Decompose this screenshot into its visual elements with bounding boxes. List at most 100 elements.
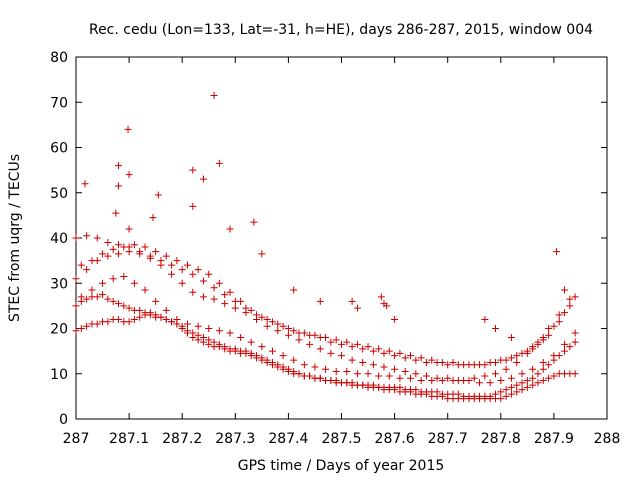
- data-point: [221, 291, 229, 299]
- data-point: [114, 250, 122, 258]
- x-tick-label: 287.7: [428, 431, 468, 447]
- data-point: [377, 293, 385, 301]
- data-point: [391, 365, 399, 373]
- data-point: [141, 243, 149, 251]
- data-point: [385, 372, 393, 380]
- x-tick-label: 287.6: [375, 431, 415, 447]
- data-point: [491, 325, 499, 332]
- data-point: [449, 358, 457, 366]
- x-tick-label: 287.1: [109, 431, 149, 447]
- data-point: [205, 340, 213, 348]
- data-point: [210, 284, 218, 292]
- data-point: [545, 325, 553, 332]
- data-point: [460, 361, 468, 369]
- data-point: [194, 322, 202, 330]
- data-point: [332, 367, 340, 375]
- data-point: [290, 327, 298, 335]
- data-point: [539, 365, 547, 373]
- data-point: [550, 322, 558, 330]
- data-point: [523, 383, 531, 391]
- data-point: [316, 297, 324, 305]
- data-point: [338, 352, 345, 360]
- data-point: [109, 275, 117, 283]
- data-point: [104, 252, 112, 260]
- data-point: [555, 318, 563, 326]
- data-point: [396, 349, 404, 357]
- data-point: [231, 304, 239, 312]
- data-point: [518, 349, 526, 357]
- data-point: [99, 279, 107, 287]
- data-point: [369, 381, 377, 389]
- x-tick-label: 287.8: [481, 431, 521, 447]
- data-point: [205, 325, 213, 332]
- data-point: [152, 297, 160, 305]
- data-point: [364, 370, 372, 378]
- data-point: [481, 372, 489, 380]
- data-point: [460, 377, 468, 385]
- data-point: [486, 392, 494, 400]
- data-point: [231, 347, 239, 355]
- data-point: [136, 248, 144, 256]
- data-point: [523, 347, 531, 355]
- data-point: [226, 288, 234, 296]
- data-point: [258, 356, 266, 364]
- data-point: [215, 343, 223, 351]
- data-point: [566, 343, 574, 351]
- data-point: [566, 295, 574, 303]
- data-point: [375, 345, 383, 353]
- data-point: [316, 345, 324, 353]
- data-point: [529, 374, 537, 382]
- data-point: [300, 361, 308, 369]
- data-point: [173, 257, 181, 265]
- data-point: [290, 356, 298, 364]
- data-point: [114, 241, 122, 249]
- data-point: [199, 338, 207, 346]
- data-point: [306, 372, 314, 380]
- data-point: [348, 356, 356, 364]
- data-point: [369, 347, 377, 355]
- data-point: [444, 374, 452, 382]
- data-point: [178, 325, 186, 332]
- data-point: [72, 302, 80, 310]
- data-point: [130, 241, 138, 249]
- data-point: [444, 361, 452, 369]
- data-point: [571, 293, 579, 301]
- data-points: [72, 91, 579, 403]
- data-point: [162, 306, 170, 314]
- data-point: [422, 358, 430, 366]
- data-point: [428, 377, 436, 385]
- data-point: [502, 365, 510, 373]
- data-point: [343, 338, 351, 346]
- data-point: [130, 315, 138, 323]
- data-point: [359, 345, 367, 353]
- data-point: [215, 159, 223, 167]
- data-point: [353, 370, 361, 378]
- data-point: [189, 334, 197, 342]
- data-point: [380, 363, 388, 371]
- data-point: [237, 334, 245, 342]
- data-point: [316, 374, 324, 382]
- y-axis: 0 10 20 30 40 50 60 70 80: [50, 50, 607, 428]
- data-point: [332, 377, 340, 385]
- data-point: [210, 91, 218, 99]
- data-point: [295, 370, 303, 378]
- data-point: [295, 336, 303, 344]
- data-point: [401, 354, 409, 362]
- data-point: [545, 331, 553, 339]
- data-point: [77, 325, 85, 332]
- data-point: [348, 343, 356, 351]
- plot-frame: [75, 56, 608, 420]
- data-point: [391, 352, 399, 360]
- data-point: [242, 304, 250, 312]
- data-point: [189, 202, 197, 210]
- data-point: [470, 374, 478, 382]
- data-point: [513, 358, 521, 366]
- data-point: [210, 295, 218, 303]
- data-point: [502, 386, 510, 394]
- y-tick-label: 80: [50, 50, 68, 66]
- data-point: [571, 329, 579, 337]
- data-point: [284, 325, 292, 332]
- data-point: [401, 367, 409, 375]
- data-point: [348, 297, 356, 305]
- data-point: [242, 349, 250, 357]
